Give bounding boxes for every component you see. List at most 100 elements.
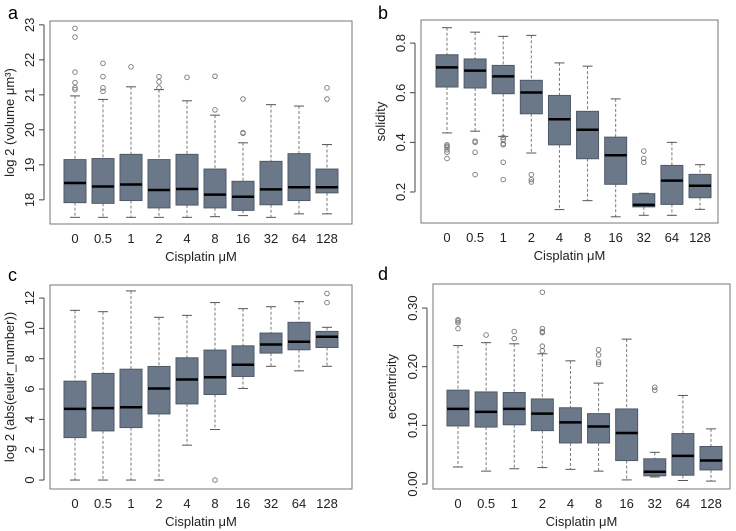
iqr-box (259, 160, 283, 206)
x-tick-label: 0 (454, 496, 461, 511)
y-tick-label: 0 (22, 476, 37, 483)
outlier-point (500, 176, 506, 183)
x-tick-label: 0.5 (477, 496, 495, 511)
iqr-box (463, 58, 487, 89)
iqr-box (660, 164, 684, 205)
outlier-point (100, 73, 106, 80)
x-tick-label: 1 (127, 496, 134, 511)
outlier-point (444, 149, 450, 156)
y-tick-label: 0.10 (405, 413, 420, 438)
outlier-point (595, 361, 602, 368)
x-tick-label: 32 (648, 496, 662, 511)
x-tick-label: 0.5 (466, 230, 484, 245)
iqr-box (175, 357, 199, 405)
x-tick-label: 32 (264, 231, 278, 246)
box-128 (315, 85, 339, 215)
outlier-point (472, 171, 478, 178)
box-32 (643, 384, 667, 478)
box-64 (671, 394, 695, 481)
iqr-box (576, 110, 600, 160)
x-tick-label: 1 (511, 496, 518, 511)
outlier-point (539, 289, 546, 295)
y-tick-label: 4 (22, 416, 37, 423)
x-tick-label: 0 (71, 496, 78, 511)
outlier-point (72, 25, 78, 32)
x-tick-label: 4 (567, 496, 574, 511)
y-tick-label: 12 (22, 291, 37, 305)
panel-b: b 0.2 0.4 0.6 0.8 solidity 0 0.5 1 2 4 8 16 32 64 128 Ci… (373, 3, 719, 263)
outlier-point (128, 64, 134, 70)
y-tick-label: 22 (22, 53, 37, 67)
box-0.5 (463, 31, 487, 178)
box-0.5 (91, 311, 115, 481)
box-16 (604, 98, 628, 218)
y-tick-label: 18 (22, 193, 37, 207)
x-tick-label: 32 (637, 230, 651, 245)
iqr-box (119, 368, 143, 429)
x-tick-label: 64 (665, 230, 679, 245)
y-axis-title: eccentricity (384, 353, 399, 419)
outlier-point (72, 34, 78, 40)
box-0.5 (474, 332, 498, 472)
iqr-box (671, 433, 695, 476)
iqr-box (558, 407, 582, 444)
outlier-point (472, 139, 478, 146)
iqr-box (643, 458, 667, 477)
box-1 (119, 290, 143, 481)
outlier-point (444, 147, 450, 153)
plot-frame (49, 20, 353, 225)
panel-letter: c (8, 265, 17, 285)
outlier-point (511, 335, 517, 342)
outlier-point (100, 85, 106, 91)
iqr-box (435, 54, 459, 88)
iqr-box (147, 159, 171, 209)
outlier-point (652, 387, 658, 393)
outlier-point (511, 328, 517, 335)
x-tick-label: 128 (689, 230, 711, 245)
outlier-point (444, 155, 450, 162)
outlier-point (72, 79, 78, 86)
y-tick-label: 23 (22, 18, 37, 32)
x-tick-label: 2 (155, 496, 162, 511)
x-tick-label: 8 (584, 230, 591, 245)
outlier-point (483, 332, 489, 338)
outlier-point (595, 352, 602, 358)
x-tick-label: 0.5 (94, 496, 112, 511)
iqr-box (91, 158, 115, 204)
box-4 (175, 314, 199, 446)
iqr-box (587, 413, 611, 444)
panel-letter: d (378, 264, 388, 284)
y-tick-label: 8 (22, 355, 37, 362)
y-tick-label: 0.2 (393, 183, 408, 201)
iqr-box (287, 153, 311, 202)
outlier-point (212, 107, 218, 113)
box-2 (530, 289, 554, 469)
x-tick-label: 32 (264, 496, 278, 511)
iqr-box (699, 445, 723, 471)
box-4 (547, 62, 571, 211)
x-tick-label: 0 (443, 230, 450, 245)
y-tick-label: 2 (22, 446, 37, 453)
box-16 (615, 338, 639, 481)
box-1 (491, 35, 515, 183)
x-tick-label: 64 (292, 496, 306, 511)
y-axis-title: log 2 (volume μm³) (2, 68, 17, 177)
x-tick-label: 1 (500, 230, 507, 245)
box-0.5 (91, 60, 115, 218)
x-tick-label: 2 (528, 230, 535, 245)
y-tick-label: 0.8 (393, 34, 408, 52)
outlier-point (72, 86, 78, 93)
box-64 (660, 141, 684, 216)
y-tick-label: 0.30 (405, 295, 420, 320)
x-tick-label: 8 (211, 231, 218, 246)
outlier-point (539, 348, 546, 354)
plot-frame (49, 284, 353, 490)
outlier-point (595, 346, 602, 353)
outlier-point (240, 129, 246, 136)
iqr-box (615, 408, 639, 462)
outlier-point (595, 359, 602, 365)
x-tick-label: 8 (595, 496, 602, 511)
outlier-point (72, 69, 78, 75)
x-tick-label: 4 (183, 231, 190, 246)
